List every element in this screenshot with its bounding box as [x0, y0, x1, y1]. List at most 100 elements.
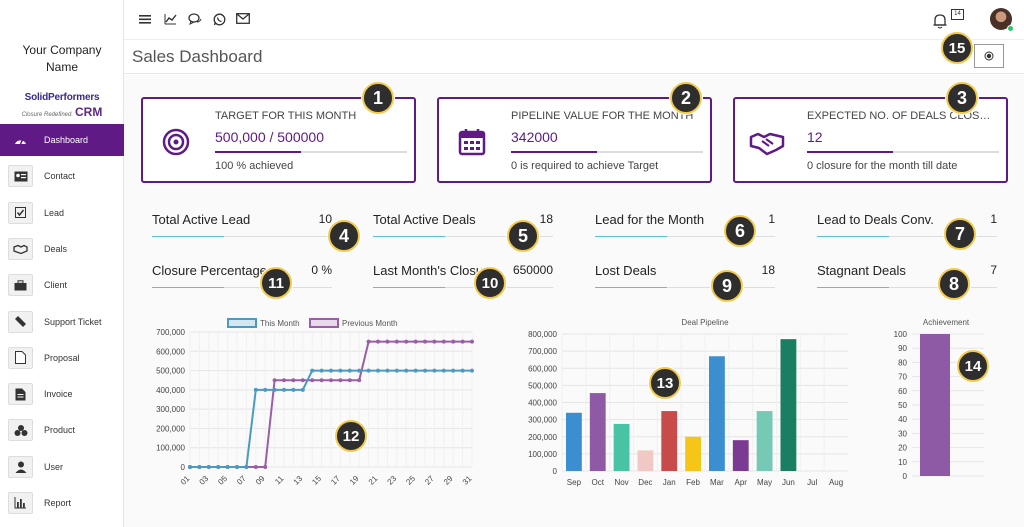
sidebar-item-label: Deals — [44, 243, 68, 254]
data-point — [366, 368, 371, 373]
sidebar-item-label: User — [44, 461, 64, 472]
sidebar-item-lead[interactable]: Lead — [0, 197, 124, 229]
y-tick-label: 800,000 — [528, 330, 557, 339]
sidebar-item-report[interactable]: Report — [0, 487, 124, 519]
data-point — [310, 368, 315, 373]
sidebar-item-proposal[interactable]: Proposal — [0, 342, 124, 374]
bar — [920, 334, 950, 476]
whatsapp-icon[interactable] — [213, 13, 226, 26]
stat-label: Total Active Deals — [373, 212, 476, 227]
stat-value: 1 — [990, 212, 997, 226]
bar — [709, 356, 725, 471]
dashboard-icon — [8, 129, 33, 151]
card-progress-bar — [215, 151, 407, 153]
menu-icon[interactable] — [139, 13, 151, 25]
stat-underline-fill — [817, 287, 889, 288]
bell-icon[interactable] — [932, 13, 948, 29]
stat-underline — [152, 287, 332, 288]
notification-count-badge: 14 — [951, 9, 964, 20]
stat-stagnant-deals[interactable]: Stagnant Deals 7 — [817, 263, 997, 293]
stat-lead-to-deals-conv[interactable]: Lead to Deals Conv. 1 — [817, 212, 997, 242]
y-tick-label: 90 — [898, 344, 907, 353]
card-value: 342000 — [511, 129, 558, 145]
sidebar-item-support-ticket[interactable]: Support Ticket — [0, 306, 124, 338]
sidebar-item-invoice[interactable]: Invoice — [0, 378, 124, 410]
sidebar-item-client[interactable]: Client — [0, 269, 124, 301]
y-tick-label: 100,000 — [528, 450, 557, 459]
stat-total-active-deals[interactable]: Total Active Deals 18 — [373, 212, 553, 242]
annotation-badge-3: 3 — [946, 82, 978, 114]
data-point — [235, 465, 239, 469]
stat-total-active-lead[interactable]: Total Active Lead 10 — [152, 212, 332, 242]
sidebar-item-user[interactable]: User — [0, 451, 124, 483]
y-tick-label: 0 — [181, 463, 186, 472]
chart-line-icon[interactable] — [164, 13, 177, 25]
stat-closure-percentage[interactable]: Closure Percentage 0 % — [152, 263, 332, 293]
data-point — [451, 368, 456, 373]
data-point — [432, 368, 437, 373]
logo-brand: SolidPerformers — [24, 92, 100, 103]
y-tick-label: 40 — [898, 415, 907, 424]
dashboard-settings-button[interactable] — [974, 44, 1004, 68]
stat-value: 18 — [761, 263, 775, 277]
y-tick-label: 30 — [898, 429, 907, 438]
x-tick-label: Mar — [710, 478, 724, 487]
stat-lead-for-the-month[interactable]: Lead for the Month 1 — [595, 212, 775, 242]
bar — [732, 440, 749, 471]
brand-logo[interactable]: SolidPerformers Closure Redefined. CRM — [0, 92, 124, 121]
sidebar-item-contact[interactable]: Contact — [0, 160, 124, 192]
x-tick-label: Dec — [638, 478, 652, 487]
sidebar-item-product[interactable]: Product — [0, 414, 124, 446]
data-point — [460, 368, 465, 373]
data-point — [282, 378, 286, 383]
data-point — [338, 368, 343, 373]
data-point — [347, 378, 352, 383]
annotation-badge-11: 11 — [260, 267, 292, 299]
card-value: 500,000 / 500000 — [215, 129, 324, 145]
card-subtext: 0 is required to achieve Target — [511, 160, 659, 172]
stat-label: Lead to Deals Conv. — [817, 212, 934, 227]
stat-lost-deals[interactable]: Lost Deals 18 — [595, 263, 775, 293]
annotation-badge-8: 8 — [938, 268, 970, 300]
data-point — [451, 339, 456, 344]
x-tick-label: 27 — [423, 474, 436, 487]
bar — [637, 450, 654, 471]
data-point — [329, 378, 333, 383]
annotation-badge-14: 14 — [957, 350, 989, 382]
sidebar-item-deals[interactable]: Deals — [0, 233, 124, 265]
pipeline-card[interactable]: PIPELINE VALUE FOR THE MONTH 342000 0 is… — [437, 97, 712, 183]
sidebar-item-dashboard[interactable]: Dashboard — [0, 124, 124, 156]
y-tick-label: 400,000 — [528, 399, 557, 408]
annotation-badge-4: 4 — [328, 220, 360, 252]
user-avatar[interactable] — [990, 8, 1012, 30]
bar — [566, 412, 582, 471]
stat-value: 650000 — [512, 263, 553, 277]
y-tick-label: 50 — [898, 401, 907, 410]
handshake-icon — [749, 132, 785, 156]
stat-last-month-s-closure[interactable]: Last Month's Closure 650000 — [373, 263, 553, 293]
data-point — [253, 465, 258, 469]
stat-value: 18 — [539, 212, 553, 226]
y-tick-label: 300,000 — [528, 416, 557, 425]
x-tick-label: 07 — [235, 474, 248, 487]
handshake-icon — [8, 237, 33, 260]
stat-underline-fill — [595, 287, 667, 288]
cubes-icon — [8, 419, 33, 442]
stat-label: Closure Percentage — [152, 263, 267, 278]
data-point — [394, 368, 399, 373]
data-point — [291, 387, 296, 392]
legend-label: Previous Month — [342, 319, 398, 328]
y-tick-label: 100 — [894, 330, 908, 339]
card-subtext: 0 closure for the month till date — [807, 160, 958, 172]
legend-swatch — [309, 318, 339, 328]
y-tick-label: 70 — [898, 373, 907, 382]
mail-icon[interactable] — [236, 13, 250, 24]
stat-underline-fill — [373, 287, 445, 288]
data-point — [413, 368, 418, 373]
stat-underline-fill — [152, 287, 224, 288]
bar — [756, 411, 773, 471]
stat-label: Lead for the Month — [595, 212, 705, 227]
chat-icon[interactable] — [188, 13, 202, 25]
radio-dot-icon — [984, 51, 994, 61]
ticket-icon — [8, 310, 33, 333]
